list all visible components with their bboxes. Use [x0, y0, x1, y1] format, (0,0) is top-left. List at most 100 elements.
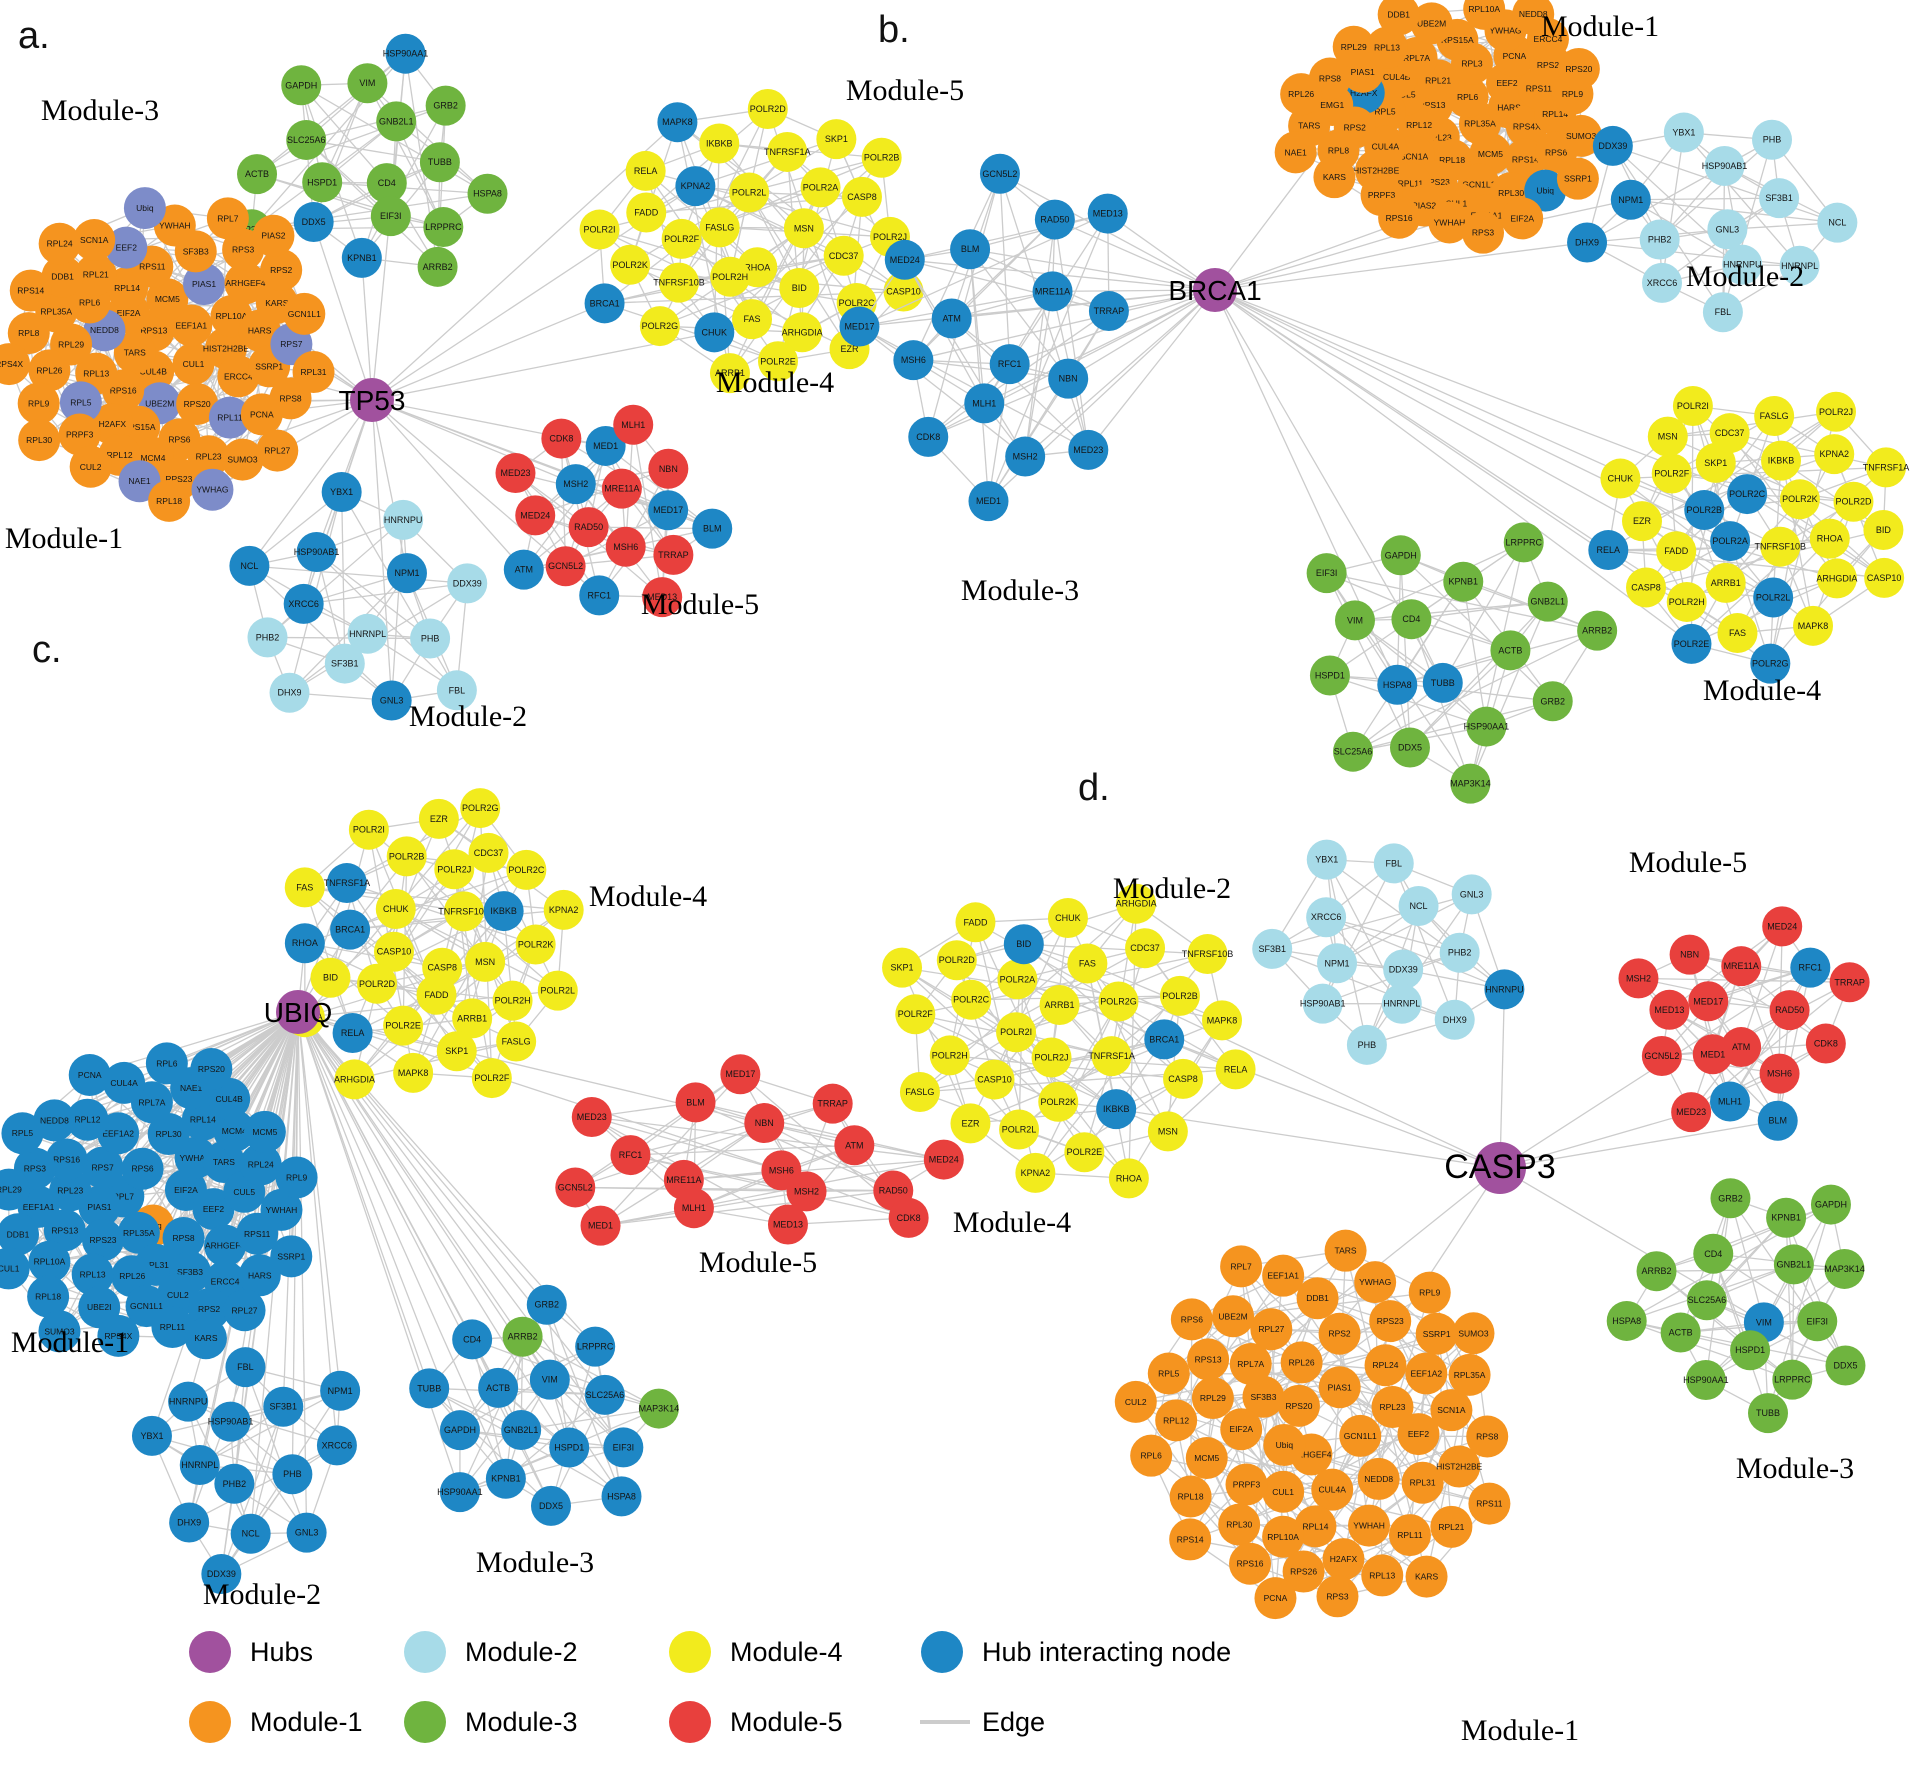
node-circle-EIF3I[interactable]	[1797, 1301, 1838, 1342]
node-circle-BRCA1[interactable]	[330, 909, 371, 950]
node-RPL26[interactable]: RPL26	[1280, 1341, 1323, 1384]
node-circle-MED13[interactable]	[642, 577, 683, 618]
node-BLM[interactable]: BLM	[675, 1082, 716, 1123]
node-POLR2H[interactable]: POLR2H	[929, 1035, 970, 1076]
node-circle-GNL3[interactable]	[371, 680, 412, 721]
node-CUL1[interactable]: CUL1	[1262, 1470, 1305, 1513]
node-BID[interactable]: BID	[779, 268, 820, 309]
node-YWHAH[interactable]: YWHAH	[260, 1188, 303, 1231]
node-MED23[interactable]: MED23	[1671, 1092, 1712, 1133]
node-RPL12[interactable]: RPL12	[1155, 1399, 1198, 1442]
node-circle-CASP10[interactable]	[1864, 557, 1905, 598]
node-circle-EZR[interactable]	[418, 798, 459, 839]
node-circle-HNRNPL[interactable]	[179, 1445, 220, 1486]
node-IKBKB[interactable]: IKBKB	[699, 123, 740, 164]
node-circle-XRCC6[interactable]	[316, 1425, 357, 1466]
node-GNB2L1[interactable]: GNB2L1	[1527, 581, 1568, 622]
node-RPL27[interactable]: RPL27	[1250, 1308, 1293, 1351]
node-circle-YBX1[interactable]	[1306, 839, 1347, 880]
node-circle-RPL24[interactable]	[239, 1143, 282, 1186]
node-KARS[interactable]: KARS	[1405, 1555, 1448, 1598]
node-circle-FADD[interactable]	[955, 902, 996, 943]
node-circle-MLH1[interactable]	[673, 1188, 714, 1229]
node-HNRNPL[interactable]: HNRNPL	[1779, 245, 1820, 286]
node-POLR2I[interactable]: POLR2I	[579, 209, 620, 250]
node-circle-GNB2L1[interactable]	[1773, 1244, 1814, 1285]
node-circle-GNB2L1[interactable]	[1527, 581, 1568, 622]
node-circle-RPL24[interactable]	[1364, 1344, 1407, 1387]
node-FBL[interactable]: FBL	[436, 670, 477, 711]
node-circle-POLR2G[interactable]	[1098, 981, 1139, 1022]
node-circle-LRPPRC[interactable]	[575, 1326, 616, 1367]
node-circle-MSN[interactable]	[783, 208, 824, 249]
node-circle-HSP90AA1[interactable]	[385, 33, 426, 74]
node-CDK8[interactable]: CDK8	[1805, 1023, 1846, 1064]
hub-circle-UBIQ[interactable]	[276, 990, 320, 1034]
node-CASP8[interactable]: CASP8	[841, 176, 882, 217]
node-MSH6[interactable]: MSH6	[1759, 1053, 1800, 1094]
node-RHOA[interactable]: RHOA	[1108, 1158, 1149, 1199]
node-RPS14[interactable]: RPS14	[9, 269, 52, 312]
node-ATM[interactable]: ATM	[503, 549, 544, 590]
node-NAE1[interactable]: NAE1	[118, 460, 161, 503]
node-LRPPRC[interactable]: LRPPRC	[1772, 1359, 1813, 1400]
node-circle-RPS26[interactable]	[1282, 1550, 1325, 1593]
node-circle-MED23[interactable]	[1671, 1092, 1712, 1133]
node-circle-SUMO3[interactable]	[38, 1310, 81, 1353]
node-RPL27[interactable]: RPL27	[256, 429, 299, 472]
node-RPL23[interactable]: RPL23	[49, 1169, 92, 1212]
node-circle-RPL10A[interactable]	[1463, 0, 1506, 30]
node-RPL8[interactable]: RPL8	[7, 312, 50, 355]
node-circle-EIF2A[interactable]	[1501, 197, 1544, 240]
node-SKP1[interactable]: SKP1	[882, 947, 923, 988]
node-KARS[interactable]: KARS	[184, 1317, 227, 1360]
node-circle-MLH1[interactable]	[964, 383, 1005, 424]
node-SF3B3[interactable]: SF3B3	[1242, 1375, 1285, 1418]
node-circle-NAE1[interactable]	[1274, 131, 1317, 174]
node-circle-NEDD8[interactable]	[33, 1099, 76, 1142]
node-MED17[interactable]: MED17	[1688, 981, 1729, 1022]
node-NCL[interactable]: NCL	[1817, 202, 1858, 243]
node-circle-TNFRSF1A[interactable]	[1091, 1036, 1132, 1077]
node-circle-MLH1[interactable]	[613, 404, 654, 445]
node-circle-RPL14[interactable]	[1294, 1505, 1337, 1548]
node-SUMO3[interactable]: SUMO3	[1560, 114, 1603, 157]
node-circle-DHX9[interactable]	[269, 672, 310, 713]
node-FASLG[interactable]: FASLG	[1754, 395, 1795, 436]
node-MED23[interactable]: MED23	[495, 453, 536, 494]
node-circle-GNB2L1[interactable]	[376, 101, 417, 142]
node-POLR2H[interactable]: POLR2H	[710, 256, 751, 297]
node-EIF3I[interactable]: EIF3I	[370, 196, 411, 237]
node-circle-BLM[interactable]	[675, 1082, 716, 1123]
node-MLH1[interactable]: MLH1	[673, 1188, 714, 1229]
node-circle-CHUK[interactable]	[375, 888, 416, 929]
node-circle-RPL5[interactable]	[59, 381, 102, 424]
node-MED13[interactable]: MED13	[1649, 989, 1690, 1030]
node-circle-TARS[interactable]	[1324, 1229, 1367, 1272]
node-circle-ARRB1[interactable]	[1039, 985, 1080, 1026]
node-circle-CUL1[interactable]	[0, 1247, 30, 1290]
node-circle-ARHGEF4[interactable]	[204, 1224, 247, 1267]
node-circle-RPS7[interactable]	[81, 1146, 124, 1189]
node-FAS[interactable]: FAS	[1067, 943, 1108, 984]
node-RPL27[interactable]: RPL27	[223, 1289, 266, 1332]
node-UBE2M[interactable]: UBE2M	[1212, 1295, 1255, 1338]
node-circle-FADD[interactable]	[1656, 531, 1697, 572]
node-circle-KPNA2[interactable]	[675, 166, 716, 207]
node-circle-SSRP1[interactable]	[270, 1235, 313, 1278]
node-circle-POLR2C[interactable]	[1727, 474, 1768, 515]
node-circle-SKP1[interactable]	[882, 947, 923, 988]
node-ACTB[interactable]: ACTB	[478, 1367, 519, 1408]
node-PIAS1[interactable]: PIAS1	[183, 263, 226, 306]
node-SSRP1[interactable]: SSRP1	[1556, 157, 1599, 200]
node-circle-PHB2[interactable]	[1439, 932, 1480, 973]
node-circle-RPL23[interactable]	[49, 1169, 92, 1212]
node-circle-CD4[interactable]	[1693, 1233, 1734, 1274]
node-circle-MED13[interactable]	[767, 1204, 808, 1245]
node-MSH6[interactable]: MSH6	[605, 526, 646, 567]
node-ARRB1[interactable]: ARRB1	[452, 998, 493, 1039]
node-HSPD1[interactable]: HSPD1	[549, 1427, 590, 1468]
node-HSPD1[interactable]: HSPD1	[1309, 655, 1350, 696]
node-circle-RPL6[interactable]	[145, 1042, 188, 1085]
node-MED1[interactable]: MED1	[1692, 1034, 1733, 1075]
